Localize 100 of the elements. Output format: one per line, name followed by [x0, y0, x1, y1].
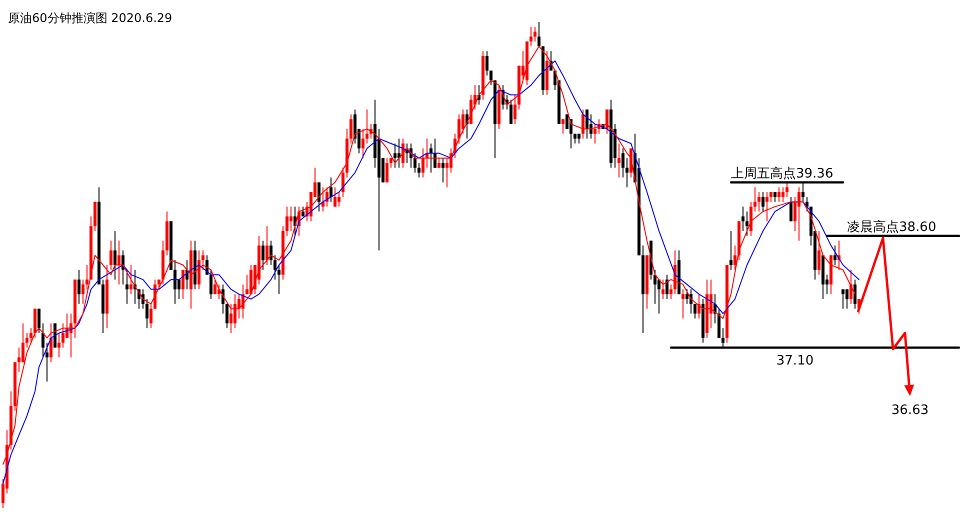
candlestick [562, 118, 564, 134]
candlestick [274, 254, 276, 280]
candlestick [606, 108, 608, 134]
candlestick [46, 342, 48, 382]
candlestick [130, 264, 132, 295]
candlestick [210, 269, 212, 300]
candlestick [22, 322, 24, 363]
candlestick [654, 269, 656, 304]
candlestick [766, 192, 768, 222]
candlestick [330, 177, 332, 202]
candlestick [126, 269, 128, 304]
candlestick [786, 182, 788, 198]
candlestick [534, 26, 536, 42]
candlestick [342, 167, 344, 198]
candlestick [510, 99, 512, 125]
candlestick [82, 279, 84, 304]
candlestick [582, 108, 584, 140]
candlestick [38, 308, 40, 334]
candlestick [174, 260, 176, 304]
candlestick [394, 143, 396, 168]
candlestick [586, 108, 588, 140]
candlestick [794, 196, 796, 232]
candlestick [594, 124, 596, 144]
series-label: 37.10 [776, 354, 814, 369]
candlestick [762, 192, 764, 212]
candlestick [226, 303, 228, 329]
candlestick [362, 128, 364, 159]
candlestick [334, 186, 336, 208]
candlestick [386, 158, 388, 183]
candlestick [778, 186, 780, 202]
candlestick [754, 186, 756, 212]
candlestick [266, 226, 268, 266]
candlestick [182, 269, 184, 300]
candlestick [782, 186, 784, 202]
candlestick [270, 240, 272, 266]
candlestick [214, 279, 216, 295]
candlestick [202, 250, 204, 270]
series-label: 上周五高点39.36 [731, 165, 834, 182]
candlestick [118, 240, 120, 285]
candlestick [854, 279, 856, 310]
candlestick [234, 294, 236, 329]
candlestick [734, 245, 736, 270]
candlestick [694, 303, 696, 319]
candlestick [730, 230, 732, 270]
candlestick [846, 288, 848, 310]
series-label: 凌晨高点38.60 [847, 218, 936, 235]
candlestick [462, 108, 464, 134]
candlestick [770, 192, 772, 202]
candlestick [350, 114, 352, 144]
candlestick [686, 288, 688, 304]
candlestick [626, 158, 628, 188]
candlestick [442, 158, 444, 183]
candlestick [798, 186, 800, 242]
candlestick [834, 245, 836, 266]
candlestick [62, 322, 64, 348]
candlestick [290, 206, 292, 232]
candlestick [150, 303, 152, 329]
chart-title: 原油60分钟推演图 2020.6.29 [8, 11, 172, 25]
candlestick [746, 211, 748, 236]
candlestick [230, 303, 232, 334]
candlestick [790, 196, 792, 222]
candlestick [418, 162, 420, 178]
candlestick [774, 192, 776, 202]
candlestick [458, 114, 460, 144]
candlestick [434, 138, 436, 168]
candlestick [78, 269, 80, 304]
candlestick [514, 94, 516, 125]
candlestick [622, 148, 624, 178]
candlestick [390, 158, 392, 168]
candlestick [538, 22, 540, 47]
candlestick [366, 108, 368, 144]
candlestick [58, 332, 60, 358]
candlestick [18, 347, 20, 372]
annotation: 36.63 [891, 403, 929, 418]
candlestick [438, 158, 440, 168]
candlestick [842, 288, 844, 310]
candlestick [262, 240, 264, 270]
candlestick [146, 298, 148, 329]
candlestick [618, 143, 620, 178]
candlestick [246, 274, 248, 295]
candlestick [110, 240, 112, 270]
candlestick [662, 279, 664, 300]
candlestick [530, 26, 532, 47]
candlestick [818, 230, 820, 276]
candlestick [158, 279, 160, 290]
candlestick [326, 186, 328, 208]
candlestick [114, 230, 116, 280]
candlestick [86, 264, 88, 290]
candlestick [742, 206, 744, 232]
candlestick [490, 70, 492, 86]
candlestick [302, 206, 304, 217]
candlestick [666, 274, 668, 300]
candlestick [338, 192, 340, 208]
candlestick [278, 264, 280, 295]
candlestick [670, 284, 672, 300]
candlestick [590, 114, 592, 140]
candlestick [318, 182, 320, 212]
candlestick [42, 322, 44, 358]
candlestick [26, 332, 28, 348]
candlestick [414, 152, 416, 174]
